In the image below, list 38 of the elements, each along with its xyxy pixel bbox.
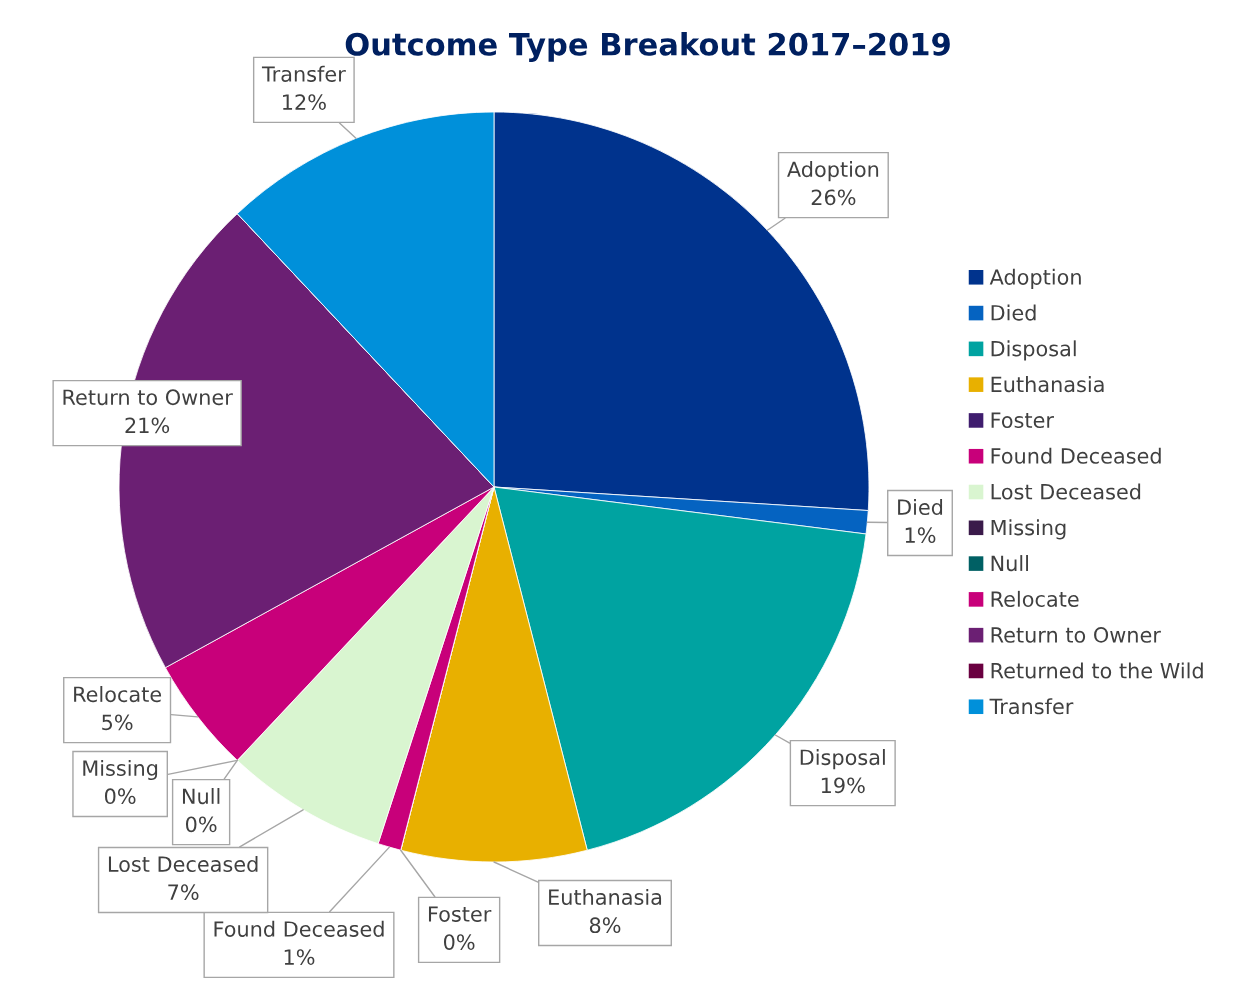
slice-label: Return to Owner	[63, 389, 233, 406]
text: 0%	[185, 816, 217, 833]
chart-title: Outcome Type Breakout 2017–2019	[345, 32, 950, 62]
data-label: 21%	[125, 417, 170, 434]
legend-label: Died	[991, 304, 1036, 321]
category-label: Foster	[428, 906, 492, 922]
legend-label: Lost Deceased	[991, 483, 1141, 500]
legend-label: Missing	[991, 519, 1066, 540]
data-label: 26%	[811, 189, 856, 206]
legend-label: Transfer	[989, 698, 1074, 715]
text: 0%	[443, 934, 475, 950]
data-label: 1%	[284, 949, 315, 965]
slice-label: Disposal	[800, 749, 885, 770]
legend-label: Relocate	[991, 590, 1079, 607]
slice-label: Found Deceased	[214, 920, 384, 937]
category-label: Missing	[83, 759, 158, 781]
text: 0%	[104, 788, 136, 805]
data-label: 5%	[102, 714, 133, 731]
data-label: 1%	[905, 527, 936, 544]
slice-label: Died	[898, 498, 943, 516]
slice-label: Transfer	[261, 65, 346, 82]
legend-label: Found Deceased	[991, 447, 1161, 464]
legend-label: Return to Owner	[991, 627, 1161, 643]
category-label: Null	[182, 788, 220, 805]
slice-label: Adoption	[787, 161, 879, 182]
legend-label: Foster	[991, 412, 1054, 429]
data-label: 19%	[821, 777, 865, 794]
legend-label: Adoption	[989, 268, 1081, 289]
data-label: 8%	[589, 917, 621, 934]
legend-label: Disposal	[991, 340, 1076, 361]
legend-label: Euthanasia	[991, 376, 1104, 393]
slice-label: Relocate	[74, 686, 162, 703]
slice-label: Lost Deceased	[108, 855, 258, 873]
data-label: 7%	[168, 884, 199, 901]
legend-label: Null	[991, 555, 1028, 572]
legend-label: Returned to the Wild	[991, 662, 1203, 679]
data-label: 12%	[283, 94, 326, 110]
slice-label: Euthanasia	[549, 888, 662, 906]
